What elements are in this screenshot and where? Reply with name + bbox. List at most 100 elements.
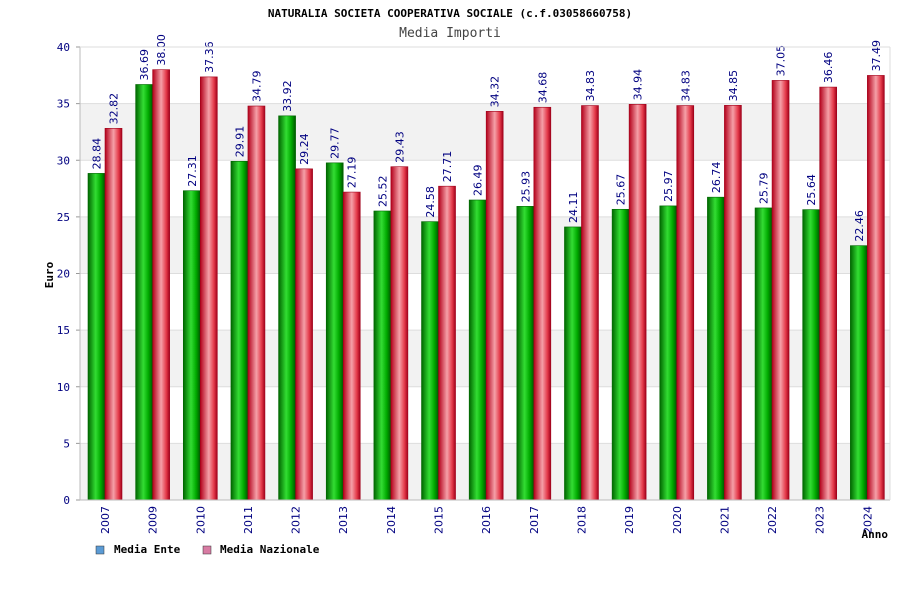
x-axis-label: Anno — [862, 528, 889, 541]
x-tick-label: 2018 — [575, 506, 588, 534]
bar-value-label: 29.91 — [233, 126, 246, 157]
bar-media-nazionale-2010 — [199, 76, 218, 501]
legend-label-media-ente: Media Ente — [114, 543, 181, 556]
axes-group: 0 5 10 15 20 25 30 35 40 2007 2009 2010 2011 2012 2013… — [57, 41, 891, 534]
bar-value-label: 34.94 — [632, 69, 645, 101]
bar-media-nazionale-2012 — [295, 168, 313, 501]
bar-value-label: 25.79 — [758, 172, 771, 204]
x-tick-label: 2011 — [242, 506, 255, 534]
bar-media-nazionale-2024 — [867, 75, 885, 501]
bar-media-ente-2024 — [850, 245, 868, 501]
value-labels-group: 28.84 32.82 36.69 38.00 27.31 37.36 29.91 34.79… — [91, 34, 883, 241]
bar-value-label: 25.52 — [376, 175, 389, 207]
x-tick-label: 2021 — [718, 506, 731, 534]
bar-media-ente-2010 — [182, 190, 201, 501]
bar-media-ente-2015 — [421, 221, 439, 501]
bar-value-label: 22.46 — [853, 210, 866, 242]
bar-value-label: 25.67 — [615, 174, 628, 206]
bar-media-ente-2014 — [373, 210, 392, 501]
x-tick-label: 2015 — [433, 506, 446, 534]
y-axis-label: Euro — [43, 261, 56, 288]
bar-value-label: 37.49 — [870, 40, 883, 72]
bar-media-ente-2018 — [564, 226, 582, 501]
x-tick-label: 2022 — [766, 506, 779, 534]
y-tick-label: 0 — [63, 494, 70, 507]
y-tick-label: 10 — [57, 381, 70, 394]
bar-value-label: 38.00 — [155, 34, 168, 66]
y-tick-label: 20 — [57, 268, 70, 281]
bar-media-ente-2023 — [802, 209, 821, 501]
x-tick-label: 2009 — [147, 506, 160, 534]
bar-value-label: 29.77 — [329, 127, 342, 159]
bar-media-ente-2013 — [325, 162, 344, 501]
bar-media-ente-2011 — [230, 160, 249, 501]
bar-media-nazionale-2020 — [676, 105, 695, 501]
bar-value-label: 27.71 — [441, 151, 454, 183]
bar-media-nazionale-2018 — [581, 105, 599, 501]
chart-title: NATURALIA SOCIETA COOPERATIVA SOCIALE (c… — [268, 7, 632, 20]
bar-value-label: 24.11 — [567, 191, 580, 223]
bar-value-label: 34.83 — [679, 70, 692, 102]
bar-value-label: 25.64 — [805, 174, 818, 206]
x-tick-label: 2016 — [480, 506, 493, 534]
bar-media-nazionale-2023 — [819, 86, 838, 501]
bar-media-ente-2017 — [516, 206, 535, 501]
bar-value-label: 29.24 — [298, 133, 311, 165]
bar-value-label: 24.58 — [424, 186, 437, 218]
bar-media-ente-2022 — [754, 207, 773, 501]
bar-value-label: 26.74 — [710, 162, 723, 194]
bars-group — [87, 69, 885, 501]
bar-media-ente-2021 — [707, 196, 725, 501]
bar-media-ente-2016 — [468, 199, 487, 501]
bar-value-label: 34.79 — [250, 71, 263, 103]
y-tick-label: 5 — [63, 437, 70, 450]
bar-value-label: 37.36 — [203, 41, 216, 73]
bar-value-label: 28.84 — [91, 138, 104, 170]
bar-value-label: 26.49 — [472, 165, 485, 197]
bar-media-nazionale-2009 — [152, 69, 170, 501]
bar-value-label: 34.83 — [584, 70, 597, 102]
x-tick-label: 2017 — [528, 506, 541, 534]
x-tick-label: 2012 — [290, 506, 303, 534]
bar-media-nazionale-2007 — [104, 128, 123, 501]
bar-value-label: 32.82 — [108, 93, 121, 125]
legend: Media Ente Media Nazionale — [95, 543, 320, 556]
legend-label-media-nazionale: Media Nazionale — [220, 543, 320, 556]
bar-value-label: 27.31 — [186, 155, 199, 187]
bar-media-nazionale-2016 — [485, 111, 504, 501]
bar-media-ente-2009 — [135, 84, 153, 501]
bar-media-ente-2019 — [611, 208, 630, 501]
bar-media-nazionale-2013 — [342, 191, 361, 501]
bar-media-nazionale-2021 — [724, 105, 742, 501]
bar-value-label: 25.97 — [662, 170, 675, 202]
bar-value-label: 25.93 — [519, 171, 532, 203]
y-tick-label: 35 — [57, 98, 70, 111]
bar-media-nazionale-2014 — [390, 166, 409, 501]
y-tick-label: 40 — [57, 41, 70, 54]
bar-value-label: 34.32 — [489, 76, 502, 108]
y-tick-label: 25 — [57, 211, 70, 224]
bar-value-label: 29.43 — [393, 131, 406, 163]
bar-media-nazionale-2022 — [771, 80, 790, 501]
chart-subtitle: Media Importi — [399, 26, 501, 41]
legend-swatch-media-nazionale — [202, 545, 212, 555]
x-tick-label: 2014 — [385, 506, 398, 534]
bar-media-nazionale-2017 — [533, 106, 552, 501]
bar-value-label: 36.69 — [138, 49, 151, 81]
y-tick-label: 30 — [57, 154, 70, 167]
bar-value-label: 36.46 — [822, 52, 835, 84]
bar-value-label: 37.05 — [775, 45, 788, 77]
x-tick-label: 2024 — [861, 506, 874, 534]
bar-value-label: 34.68 — [536, 72, 549, 104]
bar-value-label: 33.92 — [281, 80, 294, 112]
bar-value-label: 27.19 — [346, 157, 359, 189]
bar-media-nazionale-2019 — [628, 104, 647, 501]
bar-media-ente-2007 — [87, 173, 106, 501]
legend-swatch-media-ente — [95, 545, 105, 555]
x-tick-label: 2013 — [337, 506, 350, 534]
x-tick-label: 2010 — [194, 506, 207, 534]
bar-media-ente-2020 — [659, 205, 678, 501]
x-tick-label: 2007 — [99, 506, 112, 534]
bar-media-ente-2012 — [278, 115, 296, 501]
